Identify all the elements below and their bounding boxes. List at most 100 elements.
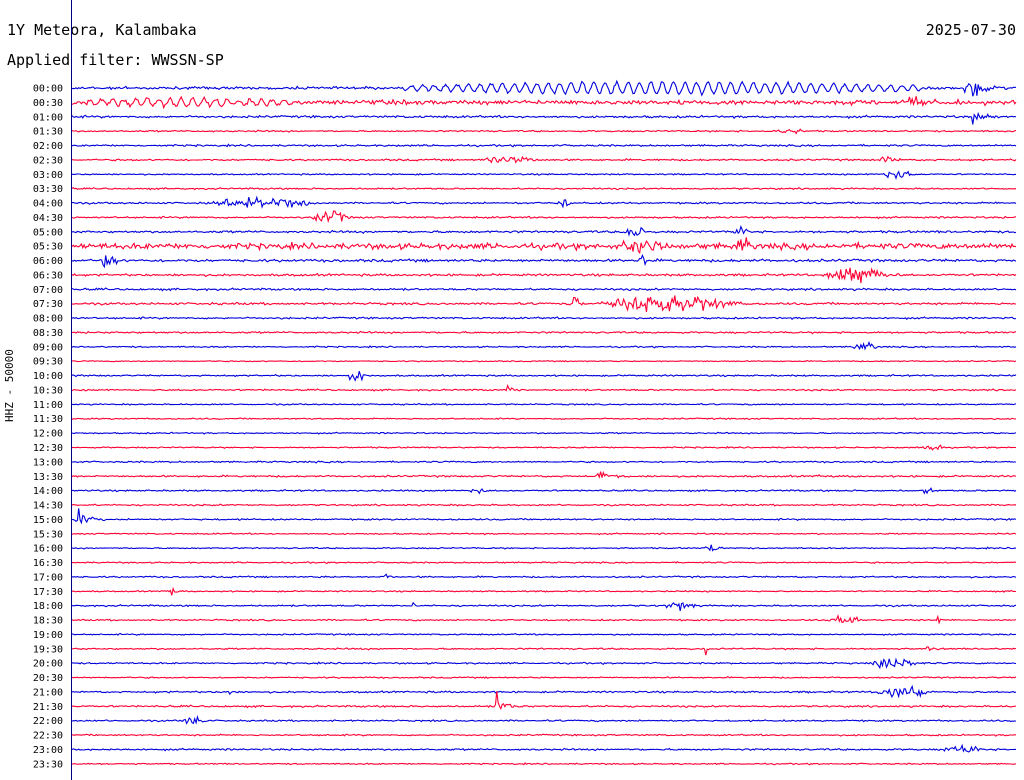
trace-0130 (71, 128, 1017, 135)
row-label-2300: 23:00 (33, 745, 63, 756)
row-label-0830: 08:30 (33, 328, 63, 339)
row-label-0600: 06:00 (33, 256, 63, 267)
row-label-0800: 08:00 (33, 314, 63, 325)
trace-0630 (71, 267, 1017, 284)
row-label-0000: 00:00 (33, 84, 63, 95)
trace-0700 (71, 287, 1017, 292)
trace-1030 (71, 383, 1017, 392)
trace-1800 (72, 601, 1017, 612)
row-label-2200: 22:00 (33, 716, 63, 727)
row-label-1700: 17:00 (33, 572, 63, 583)
trace-1200 (71, 431, 1017, 435)
row-label-1600: 16:00 (33, 544, 63, 555)
row-label-0130: 01:30 (33, 127, 63, 138)
trace-0600 (71, 253, 1017, 269)
row-label-0230: 02:30 (33, 155, 63, 166)
trace-1330 (71, 470, 1017, 479)
row-label-1500: 15:00 (33, 515, 63, 526)
trace-1930 (71, 646, 1017, 656)
trace-0900 (71, 340, 1017, 351)
row-label-1630: 16:30 (33, 558, 63, 569)
row-label-0030: 00:30 (33, 98, 63, 109)
row-label-2130: 21:30 (33, 702, 63, 713)
trace-1730 (71, 586, 1017, 596)
row-label-0100: 01:00 (33, 112, 63, 123)
row-label-1530: 15:30 (33, 529, 63, 540)
trace-0830 (71, 330, 1017, 335)
row-label-0630: 06:30 (33, 270, 63, 281)
row-label-1400: 14:00 (33, 486, 63, 497)
trace-0930 (71, 359, 1017, 363)
row-label-2030: 20:30 (33, 673, 63, 684)
traces (71, 79, 1017, 766)
row-label-0200: 02:00 (33, 141, 63, 152)
trace-1400 (72, 487, 1017, 495)
trace-1530 (72, 532, 1017, 536)
row-label-1200: 12:00 (33, 429, 63, 440)
row-label-1800: 18:00 (33, 601, 63, 612)
row-label-1330: 13:30 (33, 472, 63, 483)
trace-0200 (71, 143, 1017, 148)
row-label-1430: 14:30 (33, 501, 63, 512)
trace-2100 (71, 684, 1017, 699)
trace-0400 (71, 195, 1017, 209)
trace-0330 (71, 187, 1017, 191)
filter-label: Applied filter: WWSSN-SP (7, 51, 224, 69)
row-label-1730: 17:30 (33, 587, 63, 598)
trace-2130 (71, 691, 1017, 711)
row-label-0530: 05:30 (33, 242, 63, 253)
row-label-1900: 19:00 (33, 630, 63, 641)
trace-0300 (71, 170, 1016, 180)
trace-1830 (71, 613, 1017, 625)
trace-0500 (71, 225, 1017, 237)
row-label-0400: 04:00 (33, 199, 63, 210)
trace-2200 (71, 714, 1017, 725)
row-label-1230: 12:30 (33, 443, 63, 454)
row-label-2100: 21:00 (33, 687, 63, 698)
trace-2000 (72, 657, 1017, 670)
trace-2230 (71, 733, 1017, 737)
date-label: 2025-07-30 (925, 21, 1016, 39)
trace-0730 (71, 295, 1017, 313)
row-label-0500: 05:00 (33, 227, 63, 238)
row-label-1130: 11:30 (33, 414, 63, 425)
trace-0530 (71, 237, 1017, 255)
trace-1500 (71, 508, 1017, 525)
row-label-2000: 20:00 (33, 659, 63, 670)
trace-0230 (71, 155, 1017, 164)
row-label-2330: 23:30 (33, 759, 63, 770)
row-label-1300: 13:00 (33, 457, 63, 468)
trace-1100 (71, 402, 1017, 406)
row-label-2230: 22:30 (33, 731, 63, 742)
row-label-0330: 03:30 (33, 184, 63, 195)
trace-1700 (71, 573, 1017, 579)
row-label-0430: 04:30 (33, 213, 63, 224)
trace-1000 (71, 371, 1017, 382)
row-label-0700: 07:00 (33, 285, 63, 296)
trace-1130 (71, 417, 1017, 421)
trace-2330 (71, 762, 1017, 766)
trace-1900 (71, 632, 1017, 636)
trace-1300 (71, 460, 1016, 464)
row-label-0300: 03:00 (33, 170, 63, 181)
row-label-1100: 11:00 (33, 400, 63, 411)
row-label-1830: 18:30 (33, 616, 63, 627)
row-label-1930: 19:30 (33, 644, 63, 655)
row-labels: 00:00 00:30 01:00 01:30 02:00 02:30 03:00 03:30… (33, 84, 63, 771)
row-label-1000: 10:00 (33, 371, 63, 382)
trace-1630 (71, 560, 1017, 565)
trace-1230 (71, 444, 1017, 451)
trace-0000 (71, 79, 1017, 97)
trace-0100 (71, 111, 1017, 125)
trace-0430 (71, 210, 1017, 224)
row-label-1030: 10:30 (33, 385, 63, 396)
trace-2030 (71, 676, 1017, 680)
row-label-0900: 09:00 (33, 342, 63, 353)
row-label-0730: 07:30 (33, 299, 63, 310)
row-label-0930: 09:30 (33, 357, 63, 368)
trace-0030 (71, 95, 1017, 110)
trace-0800 (71, 316, 1017, 321)
trace-2300 (71, 743, 1017, 753)
trace-1430 (71, 503, 1017, 507)
